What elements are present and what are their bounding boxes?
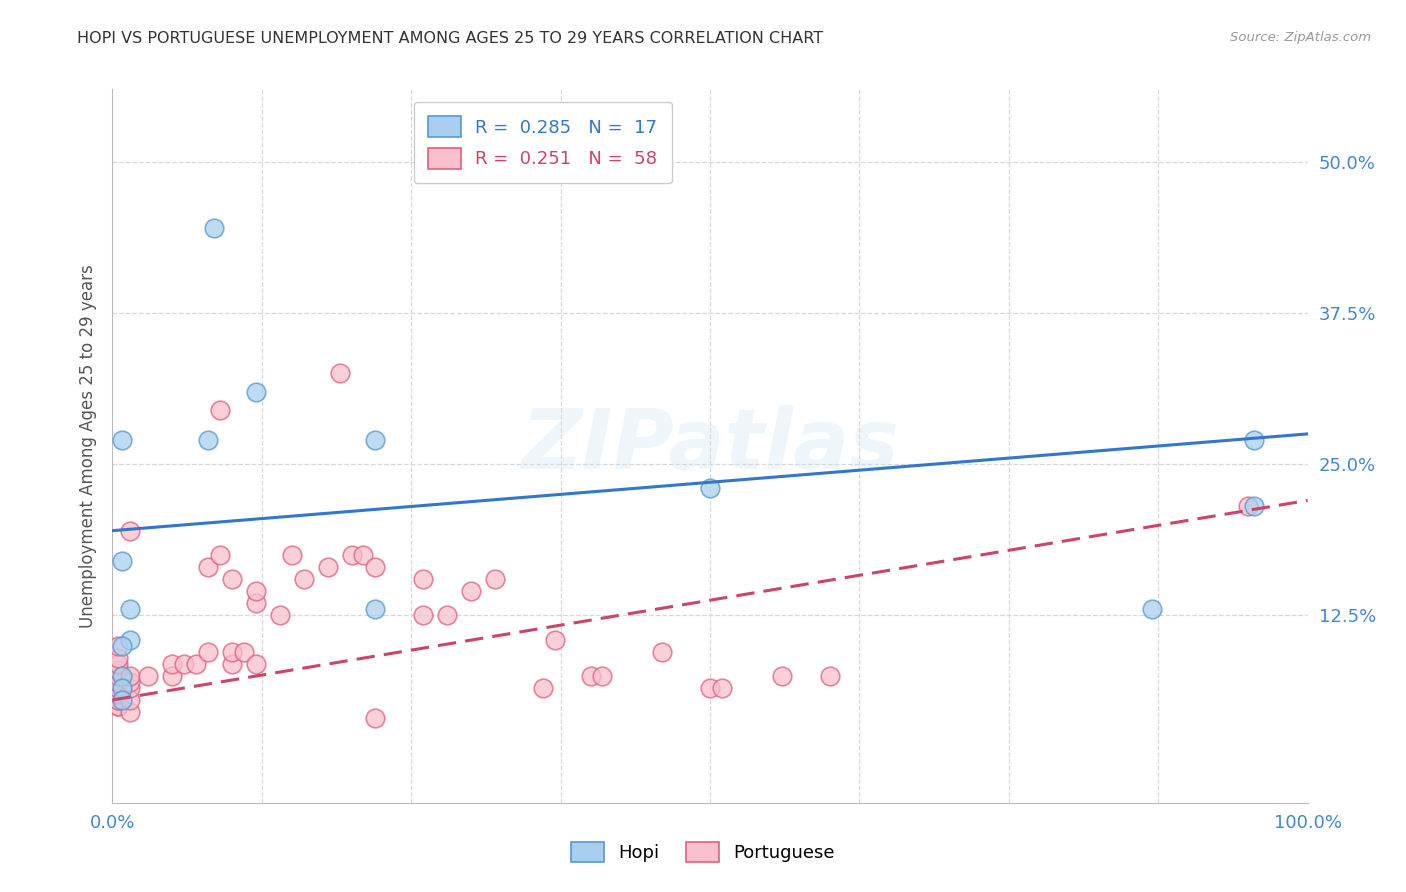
Point xyxy=(107,687,129,701)
Point xyxy=(699,681,721,695)
Point xyxy=(107,663,129,677)
Point xyxy=(245,584,267,599)
Point xyxy=(1243,433,1265,447)
Point xyxy=(579,669,602,683)
Point xyxy=(111,433,134,447)
Point xyxy=(120,674,142,689)
Point xyxy=(1142,602,1164,616)
Point xyxy=(543,632,565,647)
Point xyxy=(209,548,232,562)
Point xyxy=(364,711,387,725)
Point xyxy=(711,681,734,695)
Point xyxy=(233,645,256,659)
Point xyxy=(120,602,142,616)
Point xyxy=(107,650,129,665)
Point xyxy=(412,608,434,623)
Point xyxy=(138,669,160,683)
Point xyxy=(120,693,142,707)
Point xyxy=(329,367,352,381)
Point xyxy=(186,657,208,671)
Text: HOPI VS PORTUGUESE UNEMPLOYMENT AMONG AGES 25 TO 29 YEARS CORRELATION CHART: HOPI VS PORTUGUESE UNEMPLOYMENT AMONG AG… xyxy=(77,31,824,46)
Point xyxy=(245,384,267,399)
Point xyxy=(818,669,841,683)
Legend: Hopi, Portuguese: Hopi, Portuguese xyxy=(564,834,842,870)
Legend: R =  0.285   N =  17, R =  0.251   N =  58: R = 0.285 N = 17, R = 0.251 N = 58 xyxy=(413,102,672,183)
Point xyxy=(120,632,142,647)
Text: Source: ZipAtlas.com: Source: ZipAtlas.com xyxy=(1230,31,1371,45)
Point xyxy=(245,596,267,610)
Point xyxy=(111,554,134,568)
Point xyxy=(364,433,387,447)
Point xyxy=(460,584,482,599)
Point xyxy=(107,699,129,714)
Point xyxy=(364,602,387,616)
Point xyxy=(292,572,315,586)
Point xyxy=(197,560,219,574)
Point xyxy=(412,572,434,586)
Point xyxy=(111,639,134,653)
Point xyxy=(269,608,291,623)
Point xyxy=(592,669,614,683)
Point xyxy=(162,669,183,683)
Point xyxy=(651,645,673,659)
Point xyxy=(107,693,129,707)
Point xyxy=(484,572,506,586)
Point xyxy=(120,705,142,719)
Y-axis label: Unemployment Among Ages 25 to 29 years: Unemployment Among Ages 25 to 29 years xyxy=(79,264,97,628)
Point xyxy=(221,657,243,671)
Point xyxy=(162,657,183,671)
Point xyxy=(120,669,142,683)
Point xyxy=(107,681,129,695)
Point xyxy=(221,645,243,659)
Point xyxy=(107,669,129,683)
Point xyxy=(107,657,129,671)
Point xyxy=(436,608,458,623)
Point xyxy=(111,669,134,683)
Point xyxy=(770,669,793,683)
Point xyxy=(111,681,134,695)
Point xyxy=(221,572,243,586)
Point xyxy=(120,524,142,538)
Point xyxy=(1237,500,1260,514)
Point xyxy=(1243,500,1265,514)
Point xyxy=(197,645,219,659)
Text: ZIPatlas: ZIPatlas xyxy=(522,406,898,486)
Point xyxy=(245,657,267,671)
Point xyxy=(202,221,225,235)
Point xyxy=(531,681,554,695)
Point xyxy=(111,693,134,707)
Point xyxy=(107,699,129,714)
Point xyxy=(120,681,142,695)
Point xyxy=(364,560,387,574)
Point xyxy=(107,693,129,707)
Point xyxy=(316,560,339,574)
Point xyxy=(352,548,374,562)
Point xyxy=(173,657,195,671)
Point xyxy=(107,639,129,653)
Point xyxy=(107,674,129,689)
Point xyxy=(340,548,363,562)
Point xyxy=(209,402,232,417)
Point xyxy=(699,481,721,495)
Point xyxy=(197,433,219,447)
Point xyxy=(281,548,304,562)
